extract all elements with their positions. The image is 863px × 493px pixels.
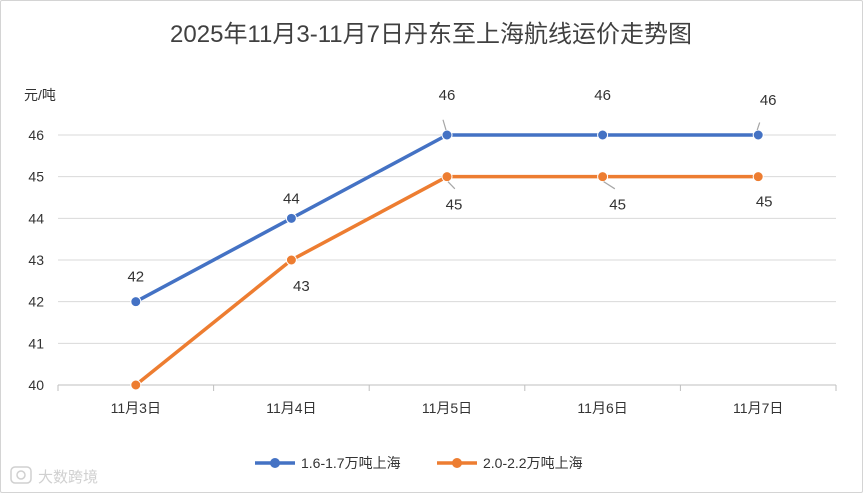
data-label: 42 xyxy=(127,269,144,286)
data-label: 46 xyxy=(760,92,777,109)
data-point xyxy=(752,171,764,183)
x-tick-label: 11月3日 xyxy=(111,400,161,416)
y-tick-label: 44 xyxy=(28,210,44,226)
data-point xyxy=(597,129,609,141)
data-point xyxy=(597,171,609,183)
y-tick-label: 40 xyxy=(28,377,44,393)
data-label-leader xyxy=(442,119,447,131)
legend-label-2: 2.0-2.2万吨上海 xyxy=(483,455,583,471)
legend-label-1: 1.6-1.7万吨上海 xyxy=(301,455,401,471)
data-label: 43 xyxy=(293,278,310,295)
data-label: 45 xyxy=(756,194,773,211)
y-tick-label: 46 xyxy=(28,127,44,143)
data-point xyxy=(285,212,297,224)
data-label: 45 xyxy=(446,197,463,214)
watermark-text: 大数跨境 xyxy=(38,468,98,486)
data-label-leader xyxy=(447,181,456,190)
legend: 1.6-1.7万吨上海 2.0-2.2万吨上海 xyxy=(255,455,583,471)
y-axis-ticks: 40 41 42 43 44 45 46 xyxy=(28,127,44,393)
x-tick-label: 11月6日 xyxy=(577,400,627,416)
y-axis-unit-label: 元/吨 xyxy=(24,87,56,103)
chart-title: 2025年11月3-11月7日丹东至上海航线运价走势图 xyxy=(170,21,692,48)
data-point xyxy=(441,171,453,183)
data-point xyxy=(130,379,142,391)
data-label: 46 xyxy=(594,87,611,104)
y-tick-label: 42 xyxy=(28,294,44,310)
x-tick-label: 11月5日 xyxy=(422,400,472,416)
data-point xyxy=(285,254,297,266)
watermark-logo-icon xyxy=(10,466,32,484)
data-label: 44 xyxy=(283,190,300,207)
data-point xyxy=(441,129,453,141)
watermark: 大数跨境 xyxy=(10,466,98,486)
x-tick-label: 11月7日 xyxy=(733,400,783,416)
y-tick-label: 41 xyxy=(28,335,44,351)
data-label-leader xyxy=(756,122,761,131)
legend-marker-2 xyxy=(452,458,462,468)
x-tick-label: 11月4日 xyxy=(266,400,316,416)
x-axis-ticks: 11月3日 11月4日 11月5日 11月6日 11月7日 xyxy=(57,385,837,416)
data-label: 45 xyxy=(609,197,626,214)
data-label-leader xyxy=(603,181,616,190)
watermark-lens-icon xyxy=(16,470,26,480)
data-labels: 42 44 46 46 46 43 45 45 45 xyxy=(127,87,776,295)
legend-marker-1 xyxy=(270,458,280,468)
data-label: 46 xyxy=(439,87,456,104)
series-layer xyxy=(130,129,764,391)
data-point xyxy=(752,129,764,141)
y-tick-label: 43 xyxy=(28,252,44,268)
data-point xyxy=(130,296,142,308)
y-tick-label: 45 xyxy=(28,169,44,185)
